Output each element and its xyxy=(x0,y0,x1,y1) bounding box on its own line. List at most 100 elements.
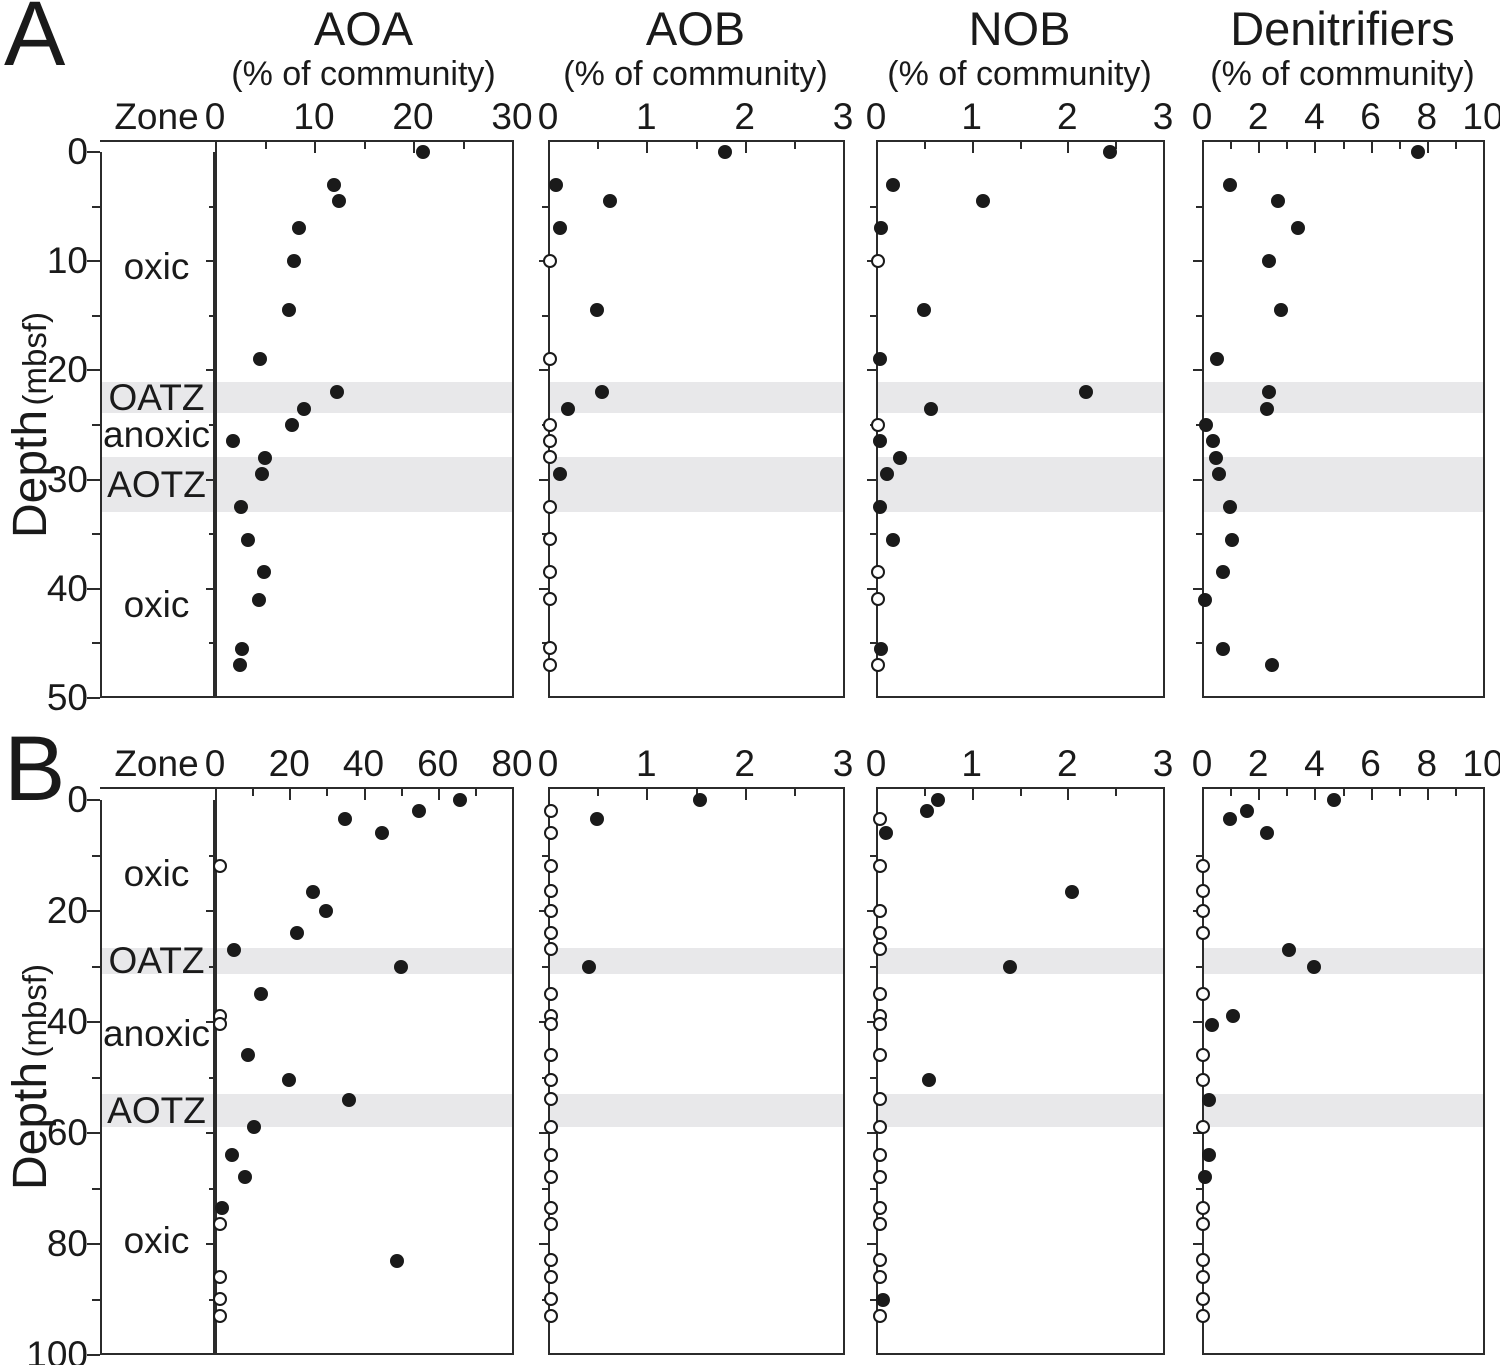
panel-subtitle-aob-a: (% of community) xyxy=(563,55,828,93)
x-major-tick-aob-a xyxy=(548,142,550,153)
zone-band-oatz-b xyxy=(100,948,213,974)
data-point-open-nob-b xyxy=(873,903,888,918)
x-tick-label-aob-a: 2 xyxy=(734,96,755,137)
depth-minor-tick-b xyxy=(92,854,100,857)
data-point-aoa-a xyxy=(287,254,302,269)
spine-tick-aob-b xyxy=(539,1021,548,1023)
depth-major-tick-a xyxy=(87,478,100,481)
data-point-nob-b xyxy=(1002,959,1017,974)
x-major-tick-denit-a xyxy=(1426,142,1429,153)
x-tick-label-denit-a: 6 xyxy=(1360,96,1381,137)
x-minor-tick-aoa-b xyxy=(252,789,255,796)
data-point-nob-b xyxy=(919,804,934,819)
data-point-aoa-b xyxy=(393,959,408,974)
data-point-open-denit-b xyxy=(1196,1269,1210,1284)
plot-band-aotz-nob-b xyxy=(876,1094,1163,1128)
data-point-denit-b xyxy=(1327,793,1342,807)
depth-major-tick-b xyxy=(87,1243,100,1245)
data-point-nob-a xyxy=(872,352,887,367)
data-point-nob-a xyxy=(923,401,938,416)
data-point-open-nob-a xyxy=(870,253,885,268)
spine-tick-aoa-b xyxy=(209,854,215,857)
data-point-aoa-a xyxy=(415,145,430,159)
data-point-open-nob-b xyxy=(873,925,888,940)
spine-tick-aoa-a xyxy=(209,533,215,536)
x-major-tick-denit-a xyxy=(1314,142,1317,153)
data-point-open-denit-b xyxy=(1196,859,1210,874)
spine-tick-nob-a xyxy=(867,587,876,590)
data-point-open-aob-b xyxy=(543,1072,558,1087)
data-point-nob-a xyxy=(872,499,887,514)
x-major-tick-aob-a xyxy=(744,142,747,153)
plot-band-aotz-denit-b xyxy=(1202,1094,1483,1128)
data-point-open-denit-b xyxy=(1196,1292,1210,1307)
x-major-tick-nob-a xyxy=(876,142,878,153)
zone-label-oxic-a: oxic xyxy=(123,584,190,626)
spine-tick-aoa-a xyxy=(206,369,215,372)
data-point-nob-b xyxy=(1065,884,1080,899)
depth-tick-label-b: 80 xyxy=(46,1223,88,1264)
data-point-aoa-b xyxy=(375,826,390,841)
x-tick-label-aob-b: 0 xyxy=(537,743,559,784)
data-point-aob-a xyxy=(552,467,567,482)
x-minor-tick-nob-b xyxy=(1019,789,1022,796)
x-minor-tick-denit-a xyxy=(1230,142,1233,149)
data-point-open-nob-b xyxy=(873,1308,888,1323)
x-major-tick-denit-b xyxy=(1426,789,1429,800)
data-point-denit-b xyxy=(1204,1017,1219,1032)
data-point-open-nob-b xyxy=(873,1200,888,1215)
x-axis-line-aoa-b xyxy=(215,787,514,789)
spine-tick-aoa-b xyxy=(209,1187,215,1190)
depth-major-tick-b xyxy=(87,910,100,912)
x-major-tick-aoa-a xyxy=(215,142,217,153)
panel-title-nob-a: NOB xyxy=(968,2,1071,55)
panel-title-aoa-a: AOA xyxy=(313,2,414,55)
x-major-tick-aob-a xyxy=(843,142,845,153)
panel-title-aob-a: AOB xyxy=(645,2,746,55)
spine-tick-aoa-b xyxy=(206,910,215,912)
data-point-nob-a xyxy=(1103,145,1118,159)
data-point-denit-b xyxy=(1307,959,1322,974)
zone-label-oxic-b: oxic xyxy=(123,853,190,895)
data-point-open-nob-b xyxy=(873,1253,888,1268)
depth-minor-tick-b xyxy=(92,1076,100,1079)
depth-major-tick-b xyxy=(87,1354,100,1356)
data-point-denit-a xyxy=(1262,254,1277,269)
zone-label-aotz-b: AOTZ xyxy=(107,1089,206,1131)
spine-tick-aob-b xyxy=(539,1132,548,1134)
x-tick-label-aob-a: 0 xyxy=(537,96,559,137)
data-point-open-nob-b xyxy=(873,1217,888,1232)
data-point-open-aob-a xyxy=(542,592,557,607)
plot-band-oatz-denit-a xyxy=(1202,382,1483,413)
x-major-tick-aoa-b xyxy=(512,789,514,800)
spine-tick-nob-b xyxy=(867,1243,876,1245)
spine-tick-denit-a xyxy=(1196,424,1202,426)
data-point-open-aob-a xyxy=(542,499,557,514)
x-major-tick-denit-a xyxy=(1483,142,1485,153)
spine-tick-aob-a xyxy=(542,314,548,317)
panel-a-label: A xyxy=(4,0,66,85)
data-point-open-aob-b xyxy=(543,942,558,957)
x-tick-label-aob-a: 3 xyxy=(832,96,854,137)
depth-tick-label-a: 50 xyxy=(46,677,88,718)
depth-tick-label-b: 20 xyxy=(46,890,88,931)
x-tick-label-denit-a: 0 xyxy=(1191,96,1213,137)
data-point-nob-b xyxy=(931,793,946,807)
x-tick-label-aob-b: 3 xyxy=(832,743,854,784)
panel-subtitle-nob-a: (% of community) xyxy=(887,55,1152,93)
data-point-open-denit-b xyxy=(1196,925,1210,940)
data-point-open-denit-b xyxy=(1196,1217,1210,1232)
data-point-open-aob-b xyxy=(543,925,558,940)
data-point-denit-a xyxy=(1211,467,1226,482)
zone-band-aotz-b xyxy=(100,1094,213,1128)
x-minor-tick-denit-b xyxy=(1230,789,1233,796)
depth-major-tick-b xyxy=(87,1021,100,1023)
depth-tick-label-a: 40 xyxy=(46,567,88,609)
zone-label-oxic-b: oxic xyxy=(123,1220,190,1262)
plot-box-aob-a xyxy=(548,152,845,698)
data-point-aob-a xyxy=(718,145,732,159)
x-major-tick-denit-a xyxy=(1202,142,1204,153)
data-point-denit-a xyxy=(1216,641,1231,656)
x-tick-label-aoa-b: 60 xyxy=(417,743,459,784)
